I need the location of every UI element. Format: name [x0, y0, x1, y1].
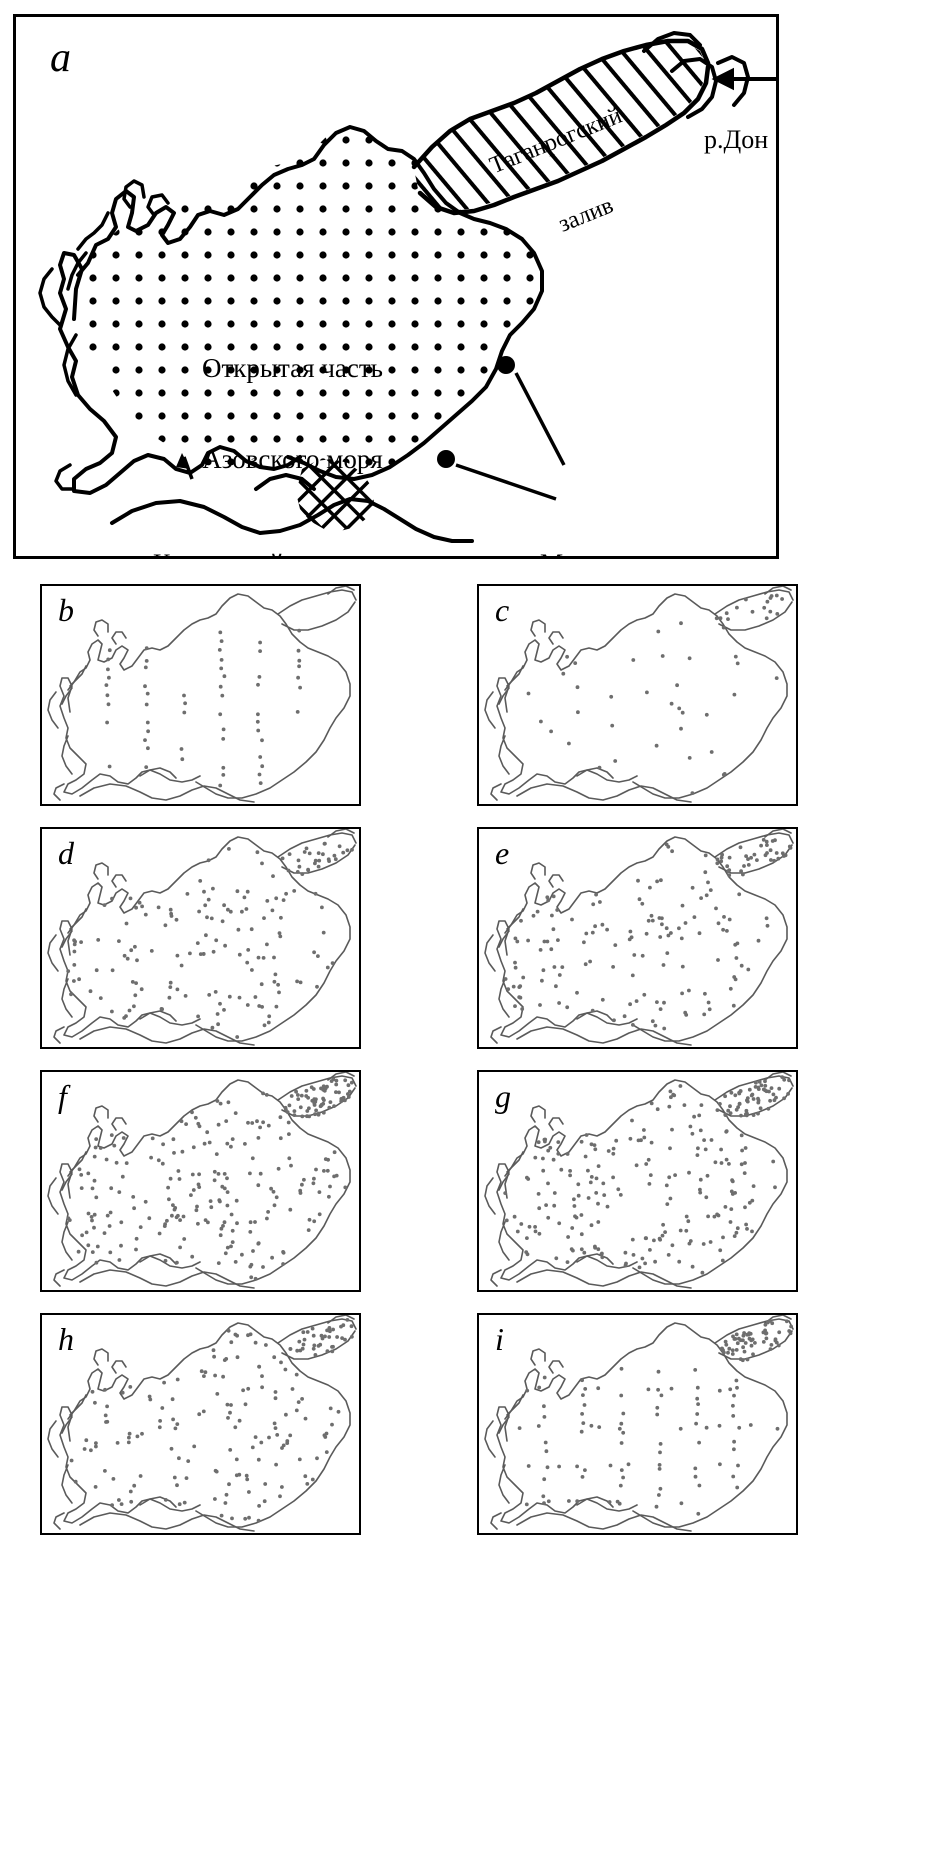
station-dots-h: [69, 1318, 354, 1523]
sub-panel-letter-h: h: [58, 1321, 74, 1357]
kuban-inflow-markers: [437, 356, 515, 468]
sub-panel-grid: b c d e f g h i: [40, 584, 900, 1864]
sub-panel-letter-c: c: [495, 592, 510, 628]
label-open-sea-line1: Открытая часть: [202, 353, 383, 384]
coastline-small: [484, 1072, 794, 1289]
sub-panel-h: h: [40, 1313, 361, 1535]
sub-panel-map-h: [47, 1315, 357, 1532]
sub-panel-d: d: [40, 827, 361, 1049]
taganrog-bay-outline: [411, 38, 711, 216]
station-dots-d: [66, 841, 354, 1039]
kerch-leader-line: [176, 453, 194, 480]
sub-panel-map-b: [47, 586, 357, 803]
sub-panel-map-i: [484, 1315, 794, 1532]
sivash-lagoon-detail: [38, 179, 170, 491]
sub-panel-letter-f: f: [58, 1078, 67, 1114]
sub-panel-b: b: [40, 584, 361, 806]
sub-panel-map-f: [47, 1072, 357, 1289]
label-kuban-inflow: Места впадения вод р. Кубани: [540, 491, 719, 556]
label-taganrog-line2: залив: [555, 192, 618, 239]
panel-a-map: a Открытая часть Азовского моря Таганрог…: [13, 14, 779, 559]
kuban-leader-lines: [455, 372, 566, 501]
sub-panel-e: e: [477, 827, 798, 1049]
station-dots-b: [104, 628, 302, 788]
label-kuban-line1: Места впадения: [540, 549, 719, 556]
sub-panel-letter-g: g: [495, 1078, 511, 1114]
coastline-small: [47, 1315, 357, 1532]
sub-panel-map-d: [47, 829, 357, 1046]
sub-panel-map-g: [484, 1072, 794, 1289]
station-dots-f: [66, 1077, 354, 1281]
coastline-small: [47, 586, 357, 803]
label-open-sea: Открытая часть Азовского моря: [202, 293, 383, 535]
panel-a-letter: a: [50, 35, 71, 81]
sub-panel-f: f: [40, 1070, 361, 1292]
don-river-delta: [642, 31, 750, 119]
label-kerch-strait: Керченский пролив: [153, 491, 284, 556]
station-dots-e: [503, 837, 793, 1031]
coastline-small: [484, 586, 794, 803]
station-dots-g: [503, 1075, 791, 1275]
panel-a-graphic: [38, 31, 776, 543]
sub-panel-letter-d: d: [58, 835, 74, 871]
southern-coastline: [110, 473, 474, 543]
label-kerch-line1: Керченский: [153, 549, 284, 556]
sub-panel-g: g: [477, 1070, 798, 1292]
label-don-river: р.Дон: [704, 125, 769, 154]
coastline-small: [47, 829, 357, 1046]
station-dots-i: [517, 1319, 793, 1516]
sub-panel-map-c: [484, 586, 794, 803]
sub-panel-map-e: [484, 829, 794, 1046]
label-open-sea-line2: Азовского моря: [202, 444, 383, 475]
sub-panel-letter-b: b: [58, 592, 74, 628]
coastline-path: [58, 125, 544, 495]
station-dots-c: [526, 593, 784, 795]
sub-panel-letter-e: e: [495, 835, 510, 871]
sub-panel-letter-i: i: [495, 1321, 504, 1357]
label-taganrog-line1: Таганрогский: [486, 102, 626, 179]
don-river-arrow: [711, 67, 776, 91]
sub-panel-c: c: [477, 584, 798, 806]
coastline-small: [484, 1315, 794, 1532]
coastline-small: [484, 829, 794, 1046]
sub-panel-i: i: [477, 1313, 798, 1535]
